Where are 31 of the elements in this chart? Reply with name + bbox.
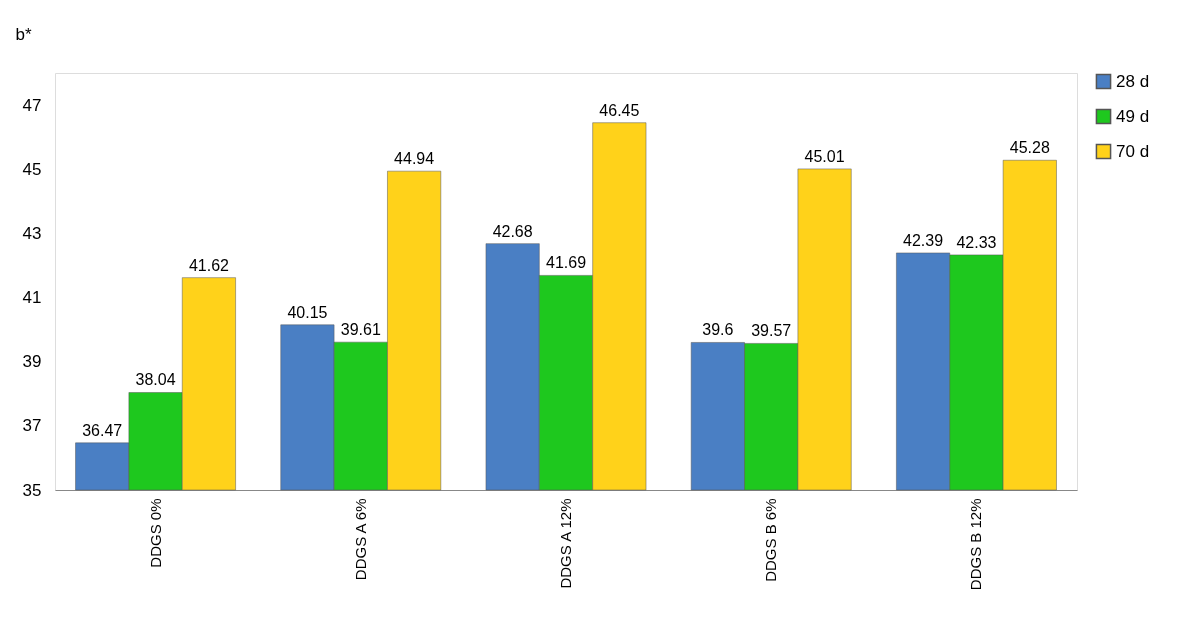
data-label: 41.69	[545, 254, 587, 272]
legend-label: 49 d	[1116, 106, 1150, 126]
x-tick-label: DDGS B 6%	[762, 498, 780, 582]
y-axis-title: b*	[15, 24, 32, 44]
data-label: 40.15	[287, 303, 328, 321]
data-label: 42.33	[956, 233, 997, 251]
data-label: 42.39	[903, 231, 944, 249]
y-tick-label: 47	[22, 95, 42, 115]
data-label: 39.6	[702, 321, 734, 339]
y-tick-label: 35	[22, 480, 42, 500]
y-tick-label: 43	[22, 223, 42, 243]
legend-label: 28 d	[1116, 71, 1150, 91]
data-label: 39.61	[340, 321, 381, 339]
data-label: 36.47	[82, 421, 123, 439]
data-label: 38.04	[135, 371, 176, 389]
data-label: 41.62	[188, 256, 230, 274]
x-tick-label: DDGS 0%	[146, 498, 164, 568]
y-tick-label: 45	[22, 159, 42, 179]
data-label: 44.94	[394, 150, 435, 168]
y-tick-label: 37	[22, 416, 42, 436]
x-tick-label: DDGS A 12%	[557, 498, 574, 589]
data-label: 46.45	[599, 101, 640, 119]
legend-label: 70 d	[1116, 141, 1150, 161]
y-tick-label: 39	[22, 352, 42, 372]
y-tick-label: 41	[22, 288, 42, 308]
data-label: 39.57	[751, 322, 792, 340]
x-tick-label: DDGS A 6%	[351, 498, 369, 581]
data-label: 42.68	[492, 222, 533, 240]
x-tick-label: DDGS B 12%	[967, 498, 985, 591]
data-label: 45.28	[1009, 139, 1050, 157]
data-label: 45.01	[804, 147, 845, 165]
